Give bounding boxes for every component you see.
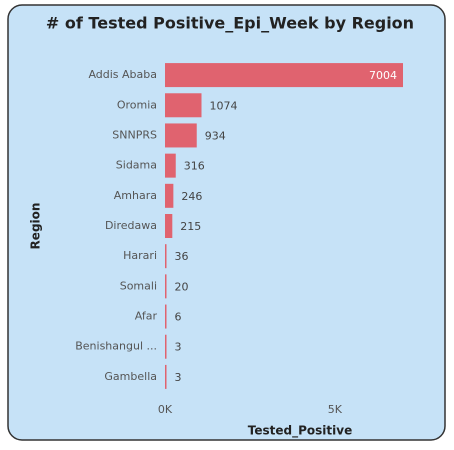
- y-tick-label: Afar: [135, 310, 158, 323]
- y-tick-label: Gambella: [104, 370, 157, 383]
- bar: [165, 123, 197, 148]
- data-label: 6: [175, 311, 182, 324]
- bar: [165, 183, 174, 208]
- y-tick-label: Somali: [120, 279, 157, 292]
- y-tick-label: Amhara: [114, 189, 157, 202]
- bar: [165, 304, 167, 329]
- data-label: 1074: [209, 99, 237, 112]
- data-label: 7004: [369, 69, 397, 82]
- y-tick-label: SNNPRS: [112, 128, 157, 141]
- data-label: 3: [175, 341, 182, 354]
- data-label: 20: [175, 280, 189, 293]
- y-tick-label: Addis Ababa: [88, 68, 157, 81]
- bar: [165, 93, 202, 118]
- y-tick-label: Diredawa: [105, 219, 157, 232]
- bar: [165, 274, 167, 299]
- data-label: 3: [175, 371, 182, 384]
- x-axis-label: Tested_Positive: [248, 424, 352, 439]
- bar: [165, 244, 167, 269]
- bar: [165, 63, 403, 88]
- data-label: 36: [175, 250, 189, 263]
- bar: [165, 153, 176, 178]
- bar: [165, 214, 173, 238]
- card: [7, 4, 446, 441]
- bar: [165, 364, 167, 389]
- y-axis-label: Region: [29, 203, 43, 250]
- y-tick-label: Benishangul ...: [75, 340, 157, 353]
- data-label: 215: [180, 220, 201, 233]
- y-tick-label: Oromia: [117, 98, 157, 111]
- data-label: 246: [181, 190, 202, 203]
- y-tick-label: Sidama: [116, 159, 157, 172]
- y-tick-label: Harari: [123, 249, 157, 262]
- data-label: 316: [184, 160, 205, 173]
- data-label: 934: [205, 129, 226, 142]
- chart-title: # of Tested Positive_Epi_Week by Region: [46, 14, 414, 33]
- x-tick-label: 5K: [328, 403, 343, 416]
- bar: [165, 334, 167, 359]
- x-tick-label: 0K: [158, 403, 173, 416]
